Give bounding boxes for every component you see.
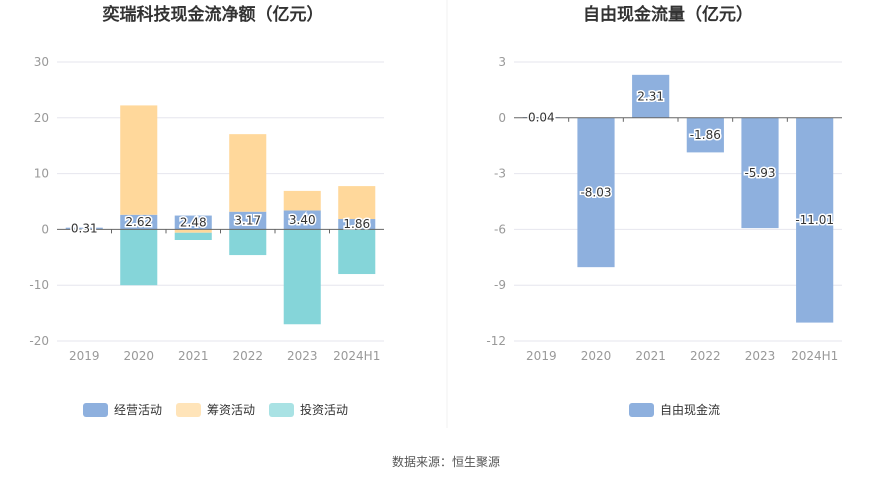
legend-label-自由现金流[interactable]: 自由现金流 [660, 402, 720, 417]
left-grid [57, 61, 384, 342]
bar-自由现金流-2022[interactable] [686, 117, 724, 153]
right-data-labels: 0.04 -8.03 2.31 -1.86 -5.93 -11.01 [526, 88, 835, 229]
x-tick-label: 2021 [178, 349, 209, 363]
bar-投资活动-2021[interactable] [174, 232, 212, 241]
x-tick-label: 2023 [745, 349, 776, 363]
legend-label-筹资活动[interactable]: 筹资活动 [207, 403, 255, 417]
y-tick-label: -3 [494, 167, 506, 181]
y-tick-label: 0 [498, 111, 506, 125]
bar-经营活动-2023[interactable] [283, 210, 321, 230]
x-tick-label: 2020 [123, 349, 154, 363]
bar-筹资活动-2024H1[interactable] [338, 186, 376, 220]
free-cash-flow-chart: 自由现金流量（亿元） 3 0 -3 -6 -9 -12 2019 2020 2021 2022 20… [486, 4, 842, 417]
left-data-labels: 0.31 2.62 2.48 3.17 3.40 1.86 [69, 211, 371, 237]
legend-swatch-筹资活动[interactable] [176, 403, 201, 417]
y-tick-label: -6 [494, 222, 506, 236]
y-tick-label: -20 [29, 334, 49, 348]
legend-swatch-经营活动[interactable] [83, 403, 108, 417]
right-grid [514, 61, 842, 342]
data-label: -11.01 [795, 213, 834, 227]
bar-筹资活动-2021[interactable] [174, 229, 212, 233]
y-tick-label: -9 [494, 278, 506, 292]
left-bars [65, 105, 376, 325]
y-tick-label: 0 [41, 222, 49, 236]
bar-筹资活动-2020[interactable] [120, 105, 158, 215]
legend-label-投资活动[interactable]: 投资活动 [300, 402, 348, 417]
bar-自由现金流-2021[interactable] [632, 74, 670, 118]
x-tick-label: 2022 [232, 349, 263, 363]
bar-筹资活动-2022[interactable] [229, 134, 267, 212]
x-tick-label: 2022 [690, 349, 721, 363]
data-label: -5.93 [744, 166, 775, 180]
y-tick-label: 3 [498, 55, 506, 69]
bar-经营活动-2019[interactable] [65, 227, 103, 230]
data-source-note: 数据来源：恒生聚源 [392, 454, 500, 469]
x-tick-label: 2019 [69, 349, 100, 363]
data-label: 3.40 [289, 213, 316, 227]
data-label: 2.48 [180, 215, 207, 229]
left-chart-title: 奕瑞科技现金流净额（亿元） [103, 4, 324, 25]
cash-flow-chart: 奕瑞科技现金流净额（亿元） 30 20 10 0 -10 -20 2019 2020 2021 2… [29, 4, 384, 417]
right-bars [522, 74, 834, 323]
bar-投资活动-2024H1[interactable] [338, 229, 376, 275]
bar-自由现金流-2023[interactable] [741, 117, 779, 229]
y-tick-label: 30 [34, 55, 49, 69]
legend-label-经营活动[interactable]: 经营活动 [114, 403, 162, 417]
data-label: 1.86 [343, 217, 370, 231]
bar-经营活动-2024H1[interactable] [338, 219, 376, 230]
x-tick-label: 2023 [287, 349, 318, 363]
data-label: 0.04 [528, 110, 555, 124]
bar-投资活动-2020[interactable] [120, 229, 158, 286]
legend-swatch-自由现金流[interactable] [629, 403, 654, 417]
bar-自由现金流-2020[interactable] [577, 117, 615, 268]
bar-投资活动-2023[interactable] [283, 229, 321, 325]
right-axis: 3 0 -3 -6 -9 -12 2019 2020 2021 2022 2023 2024H1 [486, 55, 842, 363]
data-label: -1.86 [690, 128, 721, 142]
data-label: -8.03 [580, 185, 611, 199]
y-tick-label: -10 [29, 278, 49, 292]
y-tick-label: -12 [486, 334, 506, 348]
y-tick-label: 10 [34, 167, 49, 181]
x-tick-label: 2021 [635, 349, 666, 363]
legend-swatch-投资活动[interactable] [269, 403, 294, 417]
left-legend[interactable]: 经营活动 筹资活动 投资活动 [83, 402, 348, 417]
x-tick-label: 2020 [581, 349, 612, 363]
right-chart-title: 自由现金流量（亿元） [583, 4, 753, 25]
bar-投资活动-2022[interactable] [229, 229, 267, 256]
data-label: 3.17 [234, 214, 261, 228]
x-tick-label: 2019 [526, 349, 557, 363]
x-tick-label: 2024H1 [333, 349, 380, 363]
data-label: 2.62 [125, 215, 152, 229]
x-tick-label: 2024H1 [791, 349, 838, 363]
data-label: 2.31 [637, 89, 664, 103]
bar-经营活动-2022[interactable] [229, 211, 267, 230]
right-legend[interactable]: 自由现金流 [629, 402, 720, 417]
data-label: 0.31 [71, 222, 98, 236]
y-tick-label: 20 [34, 111, 49, 125]
bar-经营活动-2020[interactable] [120, 214, 158, 230]
bar-自由现金流-2024H1[interactable] [796, 117, 834, 323]
left-axis: 30 20 10 0 -10 -20 2019 2020 2021 2022 2023 2024H1 [29, 55, 384, 363]
bar-经营活动-2021[interactable] [174, 215, 212, 230]
bar-筹资活动-2023[interactable] [283, 190, 321, 211]
